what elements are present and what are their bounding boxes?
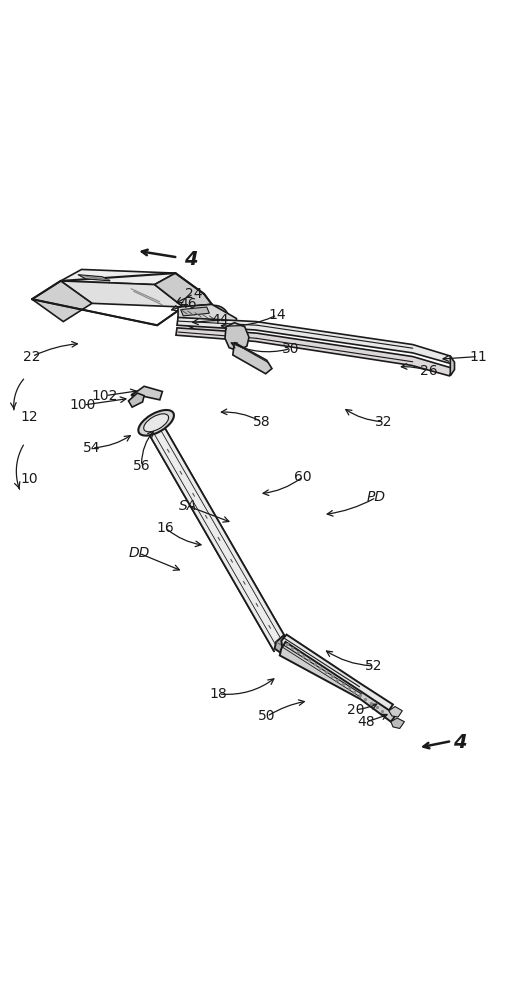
Polygon shape <box>389 707 402 717</box>
Text: 44: 44 <box>211 313 229 327</box>
Text: 46: 46 <box>180 297 197 311</box>
Text: 22: 22 <box>23 350 41 364</box>
Polygon shape <box>147 423 289 651</box>
Polygon shape <box>61 281 183 307</box>
Polygon shape <box>176 328 453 376</box>
Text: 24: 24 <box>185 287 202 301</box>
Text: 58: 58 <box>253 415 270 429</box>
Text: 32: 32 <box>376 415 393 429</box>
Ellipse shape <box>144 414 168 432</box>
Polygon shape <box>280 642 396 722</box>
Polygon shape <box>275 636 292 654</box>
Text: DD: DD <box>128 546 150 560</box>
Polygon shape <box>177 317 453 364</box>
Text: 30: 30 <box>281 342 299 356</box>
Text: 12: 12 <box>20 410 38 424</box>
Polygon shape <box>225 323 249 351</box>
Text: 16: 16 <box>156 521 174 535</box>
Polygon shape <box>180 307 209 316</box>
Text: 20: 20 <box>347 703 364 717</box>
Ellipse shape <box>139 410 174 436</box>
Text: 52: 52 <box>365 659 382 673</box>
Text: 102: 102 <box>92 389 118 403</box>
Text: 10: 10 <box>20 472 38 486</box>
Polygon shape <box>61 269 175 285</box>
Text: 11: 11 <box>469 350 487 364</box>
Text: SA: SA <box>179 499 198 513</box>
Text: 100: 100 <box>70 398 96 412</box>
Text: 4: 4 <box>453 733 467 752</box>
Text: 50: 50 <box>258 709 276 723</box>
Polygon shape <box>233 342 272 374</box>
Polygon shape <box>32 281 92 322</box>
Polygon shape <box>78 275 110 281</box>
Text: 48: 48 <box>357 715 374 729</box>
Polygon shape <box>129 393 144 407</box>
Polygon shape <box>281 635 393 711</box>
Text: 4: 4 <box>184 250 198 269</box>
Polygon shape <box>155 273 212 307</box>
Text: PD: PD <box>367 490 386 504</box>
Text: 60: 60 <box>294 470 312 484</box>
Text: 18: 18 <box>210 687 228 701</box>
Circle shape <box>207 313 222 327</box>
Text: 54: 54 <box>83 441 101 455</box>
Polygon shape <box>391 718 404 728</box>
Text: 26: 26 <box>419 364 437 378</box>
Text: 56: 56 <box>133 459 150 473</box>
Text: 14: 14 <box>268 308 286 322</box>
Circle shape <box>200 305 229 335</box>
Polygon shape <box>450 356 454 376</box>
Polygon shape <box>131 386 163 400</box>
Polygon shape <box>178 304 236 333</box>
